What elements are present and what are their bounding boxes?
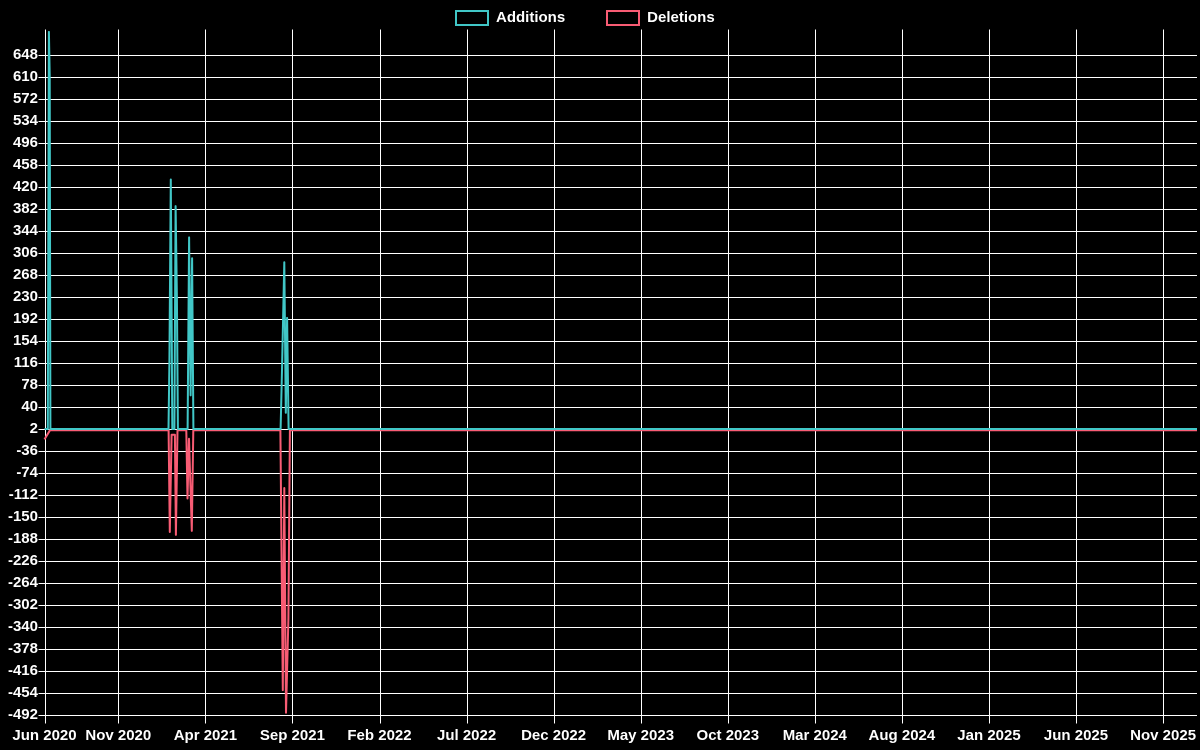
y-tick-label: 116 [13, 354, 38, 371]
y-tick-label: 344 [12, 222, 38, 240]
legend-item-additions[interactable]: Additions [455, 9, 565, 26]
y-tick-label: 192 [12, 310, 38, 327]
x-tick-label: Dec 2022 [521, 727, 587, 744]
additions-series-line [44, 30, 1197, 430]
legend-item-deletions[interactable]: Deletions [606, 9, 715, 26]
y-tick-label: 572 [12, 90, 38, 108]
x-tick-label: Jul 2022 [436, 727, 497, 744]
y-tick-label: 648 [12, 46, 38, 64]
x-tick-label: Apr 2021 [173, 727, 238, 744]
y-tick-label: 268 [12, 266, 38, 283]
x-tick-label: Jan 2025 [957, 727, 1021, 744]
x-tick-label: Nov 2020 [85, 727, 152, 744]
y-tick-label: -188 [7, 529, 38, 547]
deletions-series-line [43, 429, 1197, 714]
y-tick-label: -492 [7, 705, 38, 723]
y-tick-label: 382 [12, 200, 38, 218]
x-tick-label: Aug 2024 [868, 727, 936, 744]
y-tick-label: -416 [7, 661, 38, 679]
y-tick-label: 2 [29, 420, 38, 437]
gridlines [38, 29, 1197, 724]
deletions-legend-label: Deletions [647, 9, 715, 26]
y-tick-label: 458 [12, 156, 38, 174]
x-tick-label: Nov 2025 [1130, 727, 1197, 744]
y-tick-label: 78 [21, 376, 38, 393]
y-tick-label: -150 [7, 507, 38, 525]
y-tick-label: -36 [16, 441, 38, 459]
x-tick-label: Jun 2020 [12, 727, 77, 744]
y-tick-label: 420 [12, 178, 38, 196]
y-tick-label: -378 [7, 639, 38, 657]
y-tick-label: -264 [7, 573, 38, 591]
y-tick-label: -226 [7, 551, 38, 569]
y-tick-label: 40 [21, 398, 38, 415]
y-tick-label: 496 [12, 134, 38, 152]
y-tick-label: -112 [8, 485, 38, 503]
x-tick-label: Feb 2022 [347, 727, 412, 744]
x-tick-label: Mar 2024 [782, 727, 847, 744]
chart-legend: Additions Deletions [455, 9, 715, 26]
x-tick-label: Sep 2021 [259, 727, 325, 744]
additions-swatch-icon [455, 9, 489, 26]
y-tick-label: 230 [12, 288, 38, 305]
deletions-swatch-icon [606, 9, 641, 26]
x-tick-label: May 2023 [607, 727, 675, 744]
additions-legend-label: Additions [496, 9, 566, 26]
y-tick-label: -302 [7, 595, 38, 613]
y-tick-label: -340 [7, 617, 38, 635]
y-tick-label: -454 [7, 683, 38, 701]
y-tick-label: 610 [12, 68, 38, 86]
y-tick-label: 306 [12, 244, 38, 261]
x-tick-label: Oct 2023 [696, 727, 760, 744]
y-tick-label: -74 [16, 463, 38, 481]
y-tick-label: 154 [12, 332, 38, 349]
y-tick-label: 534 [12, 112, 38, 130]
x-tick-label: Jun 2025 [1043, 727, 1109, 744]
